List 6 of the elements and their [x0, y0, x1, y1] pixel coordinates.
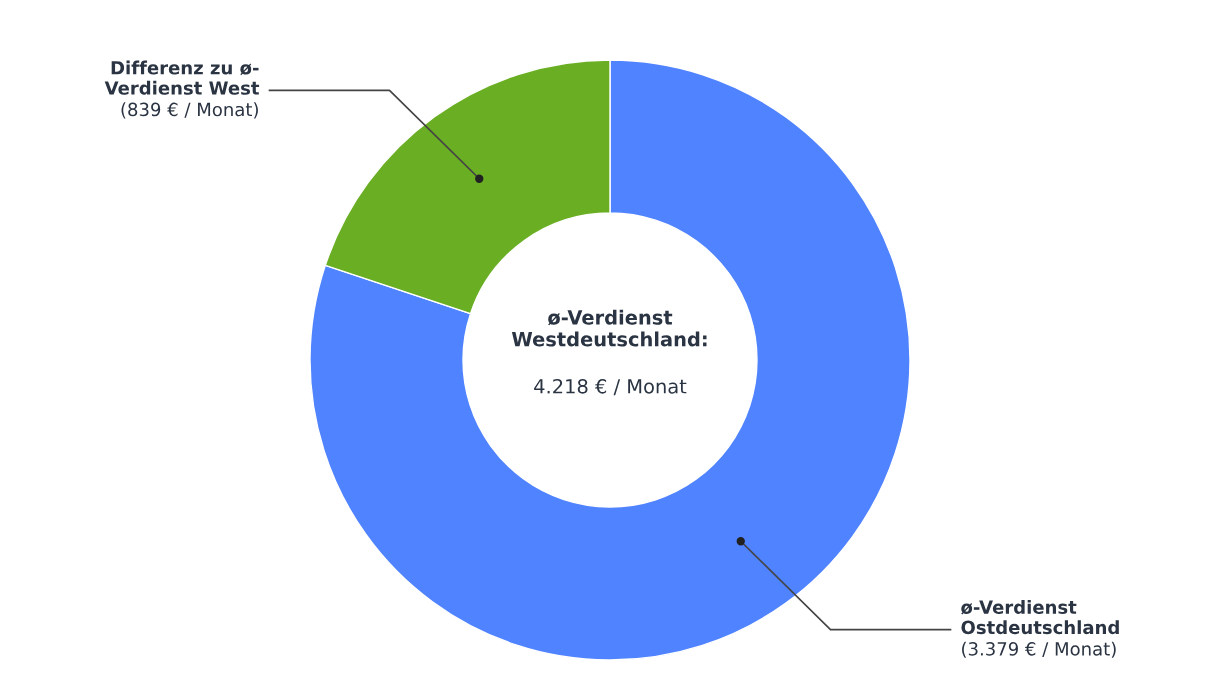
slice-label: ø-Verdienst Ostdeutschland — [961, 600, 1119, 635]
data-label: (3.379 € / Monat) — [962, 641, 1116, 658]
slice-label: Differenz zu ø- Verdienst West — [104, 60, 260, 95]
data-label: (839 € / Monat) — [121, 102, 258, 119]
text: 4.218 € / Monat — [534, 378, 687, 396]
text: ø-Verdienst Westdeutschland: — [511, 309, 707, 347]
